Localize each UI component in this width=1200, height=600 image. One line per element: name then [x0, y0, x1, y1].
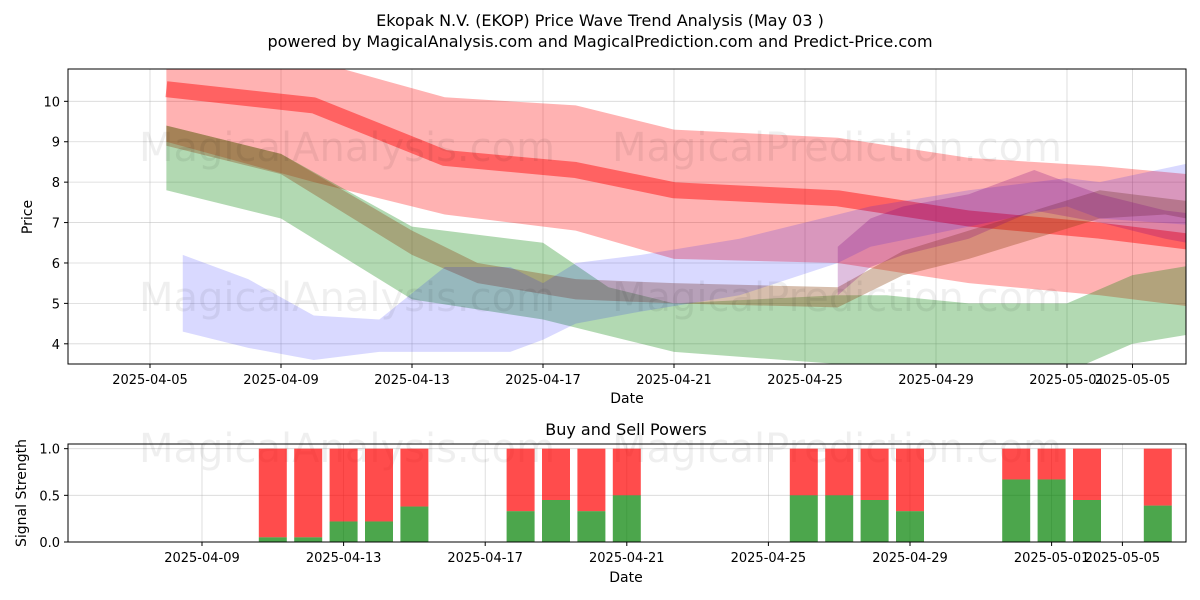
signal-x-tick-label: 2025-05-01 [1014, 551, 1090, 566]
buy-power-bar [294, 537, 323, 542]
sell-power-bar [506, 448, 535, 512]
signal-x-tick-label: 2025-04-21 [589, 551, 665, 566]
price-y-tick-label: 8 [52, 176, 60, 191]
sell-power-bar [1143, 448, 1172, 506]
sell-power-bar [294, 448, 323, 538]
buy-power-bar [896, 511, 924, 542]
buy-power-bar [825, 495, 854, 542]
buy-power-bar [1073, 500, 1101, 542]
buy-power-bar [365, 521, 393, 542]
buy-power-bar [400, 506, 429, 542]
buy-power-bar [258, 537, 287, 542]
signal-x-tick-label: 2025-04-25 [731, 551, 807, 566]
signal-x-tick-label: 2025-04-29 [872, 551, 948, 566]
signal-x-tick-label: 2025-04-17 [447, 551, 523, 566]
sell-power-bar [329, 448, 358, 522]
signal-plot: Buy and Sell Powers MagicalAnalysis.com … [14, 420, 1187, 586]
signal-y-tick-label: 0.0 [39, 536, 60, 551]
price-x-tick-label: 2025-04-29 [898, 373, 974, 388]
sell-power-bar [365, 448, 393, 522]
price-watermarks: MagicalAnalysis.com MagicalPrediction.co… [139, 125, 1062, 321]
price-y-tick-label: 4 [52, 338, 60, 353]
sell-power-bar [612, 448, 641, 496]
signal-x-tick-label: 2025-04-09 [164, 551, 240, 566]
signal-y-axis-label: Signal Strength [14, 439, 30, 547]
price-y-tick-label: 7 [52, 217, 60, 232]
price-y-tick-label: 6 [52, 257, 60, 272]
signal-y-tick-label: 1.0 [39, 443, 60, 458]
price-band [182, 163, 1186, 360]
sell-power-bar [860, 448, 889, 500]
signal-x-tick-label: 2025-04-13 [306, 551, 382, 566]
price-y-tick-label: 9 [52, 136, 60, 151]
signal-x-tick-label: 2025-05-05 [1085, 551, 1161, 566]
watermark-text: MagicalPrediction.com [612, 275, 1062, 321]
buy-power-bar [542, 500, 570, 542]
watermark-text: MagicalAnalysis.com [139, 125, 555, 171]
price-plot: MagicalAnalysis.com MagicalPrediction.co… [20, 68, 1187, 407]
sell-power-bar [542, 448, 570, 500]
watermark-text: MagicalAnalysis.com [139, 275, 555, 321]
price-x-tick-label: 2025-04-05 [112, 373, 188, 388]
buy-power-bar [1002, 479, 1031, 542]
chart-subtitle: powered by MagicalAnalysis.com and Magic… [267, 32, 932, 51]
signal-x-ticks: 2025-04-09 2025-04-13 2025-04-17 2025-04-21… [164, 542, 1160, 566]
sell-power-bar [258, 448, 287, 538]
buy-power-bar [789, 495, 818, 542]
price-x-tick-label: 2025-05-01 [1029, 373, 1105, 388]
price-x-ticks: 2025-04-05 2025-04-09 2025-04-13 2025-04-17… [112, 364, 1170, 388]
buy-power-bar [577, 511, 606, 542]
price-x-tick-label: 2025-04-21 [636, 373, 712, 388]
price-grid [68, 69, 1186, 364]
buy-power-bar [506, 511, 535, 542]
sell-power-bar [400, 448, 429, 507]
chart-title: Ekopak N.V. (EKOP) Price Wave Trend Anal… [376, 11, 824, 30]
price-band [166, 69, 1186, 306]
buy-power-bar [1037, 479, 1066, 542]
sell-power-bar [1002, 448, 1031, 480]
price-y-tick-label: 5 [52, 297, 60, 312]
buy-power-bar [612, 495, 641, 542]
price-band [166, 125, 1186, 308]
signal-bars [258, 448, 1172, 542]
price-band [837, 170, 1186, 296]
price-x-tick-label: 2025-04-25 [767, 373, 843, 388]
sell-power-bar [789, 448, 818, 496]
sell-power-bar [1073, 448, 1101, 500]
buy-power-bar [329, 521, 358, 542]
price-plot-frame [67, 68, 1187, 365]
signal-y-tick-label: 0.5 [39, 489, 60, 504]
price-bands [165, 69, 1186, 364]
price-y-ticks: 4 5 6 7 8 9 10 [43, 95, 68, 353]
buy-power-bar [860, 500, 889, 542]
signal-y-ticks: 0.0 0.5 1.0 [39, 443, 68, 551]
price-trend-line [165, 81, 1186, 250]
price-x-tick-label: 2025-04-09 [243, 373, 319, 388]
price-y-axis-label: Price [20, 200, 36, 234]
sell-power-bar [577, 448, 606, 512]
sell-power-bar [825, 448, 854, 496]
price-x-tick-label: 2025-05-05 [1095, 373, 1171, 388]
signal-title: Buy and Sell Powers [545, 420, 707, 439]
signal-x-axis-label: Date [609, 570, 642, 586]
sell-power-bar [896, 448, 924, 512]
price-y-tick-label: 10 [43, 95, 60, 110]
price-band [166, 125, 1186, 364]
price-x-tick-label: 2025-04-13 [374, 373, 450, 388]
buy-power-bar [1143, 505, 1172, 542]
watermark-text: MagicalPrediction.com [612, 125, 1062, 171]
price-x-tick-label: 2025-04-17 [505, 373, 581, 388]
price-x-axis-label: Date [610, 391, 643, 407]
sell-power-bar [1037, 448, 1066, 480]
